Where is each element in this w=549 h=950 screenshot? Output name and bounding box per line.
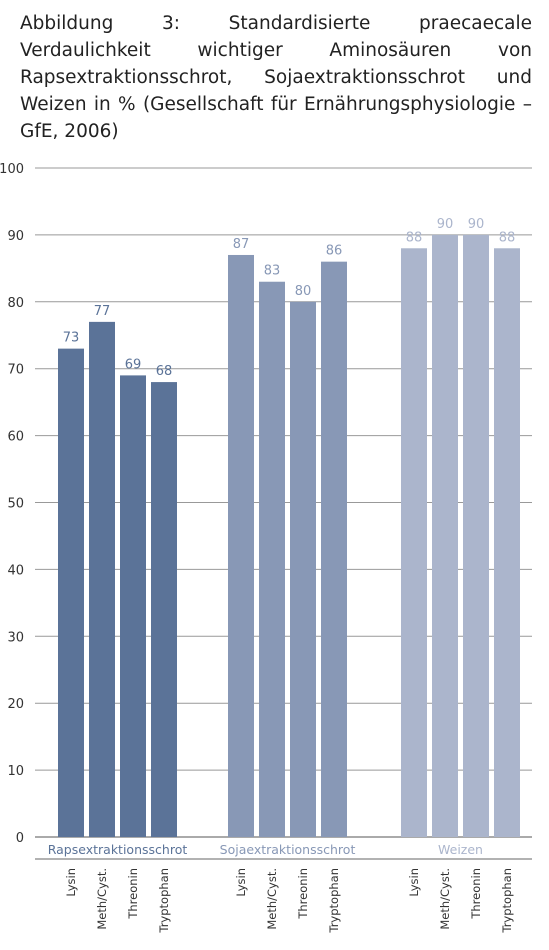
- x-tick-label: Tryptophan: [500, 868, 514, 934]
- legend-label: Weizen: [438, 842, 483, 857]
- x-tick-label: Threonin: [296, 868, 310, 920]
- y-tick-label: 40: [7, 563, 24, 578]
- x-tick-label: Meth/Cyst.: [438, 868, 452, 930]
- bar: [401, 248, 427, 837]
- bar: [89, 321, 115, 837]
- y-tick-label: 60: [7, 430, 24, 445]
- x-tick-label: Tryptophan: [157, 868, 171, 934]
- value-label: 83: [264, 264, 281, 279]
- value-label: 90: [468, 217, 485, 232]
- bar: [321, 261, 347, 837]
- bar: [120, 375, 146, 837]
- value-label: 80: [295, 284, 312, 299]
- y-tick-label: 70: [7, 363, 24, 378]
- bar: [494, 248, 520, 837]
- bar: [151, 382, 177, 837]
- x-tick-label: Lysin: [64, 868, 78, 897]
- y-tick-label: 90: [7, 229, 24, 244]
- x-tick-label: Lysin: [234, 868, 248, 897]
- value-label: 86: [326, 244, 343, 259]
- chart-title: Abbildung 3: Standardisierte praecaecale…: [20, 13, 532, 142]
- bar: [58, 348, 84, 837]
- value-label: 73: [63, 331, 80, 346]
- x-tick-label: Lysin: [407, 868, 421, 897]
- value-label: 88: [406, 230, 423, 245]
- bar: [228, 254, 254, 838]
- value-label: 88: [499, 230, 516, 245]
- y-tick-label: 100: [0, 162, 24, 177]
- value-label: 90: [437, 217, 454, 232]
- x-tick-label: Meth/Cyst.: [95, 868, 109, 930]
- bar: [432, 234, 458, 837]
- y-tick-label: 20: [7, 697, 24, 712]
- bar: [463, 234, 489, 837]
- value-label: 77: [94, 304, 111, 319]
- x-tick-label: Threonin: [469, 868, 483, 920]
- value-label: 68: [156, 364, 173, 379]
- value-label: 69: [125, 357, 142, 372]
- x-tick-label: Tryptophan: [327, 868, 341, 934]
- y-tick-label: 10: [7, 764, 24, 779]
- legend-label: Rapsextraktionsschrot: [48, 842, 188, 857]
- y-tick-label: 30: [7, 630, 24, 645]
- value-label: 87: [233, 237, 250, 252]
- legend-label: Sojaextraktionsschrot: [220, 842, 356, 857]
- y-tick-label: 80: [7, 296, 24, 311]
- x-tick-label: Threonin: [126, 868, 140, 920]
- y-tick-label: 50: [7, 497, 24, 512]
- x-tick-label: Meth/Cyst.: [265, 868, 279, 930]
- bar: [259, 281, 285, 838]
- y-tick-label: 0: [16, 831, 24, 846]
- bar: [290, 301, 316, 837]
